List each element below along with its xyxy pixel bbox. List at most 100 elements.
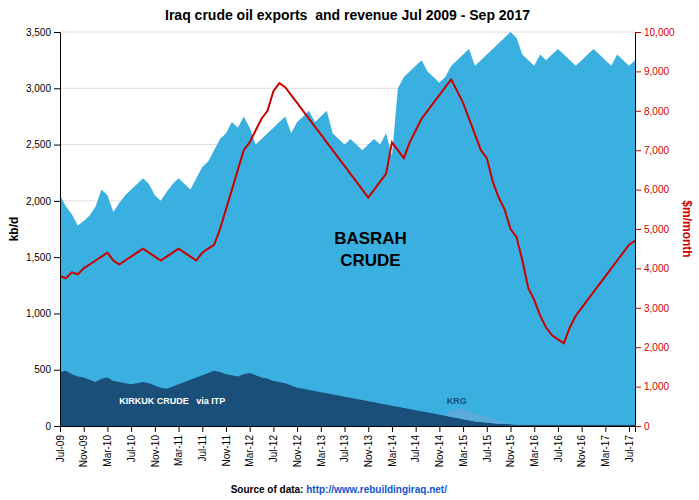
annotation: KRG [447,396,467,406]
tick-mark [321,426,322,432]
tick-label: 4,000 [644,263,669,274]
tick: 500 [34,364,60,375]
tick-label: Jul-14 [410,435,421,463]
tick: Jul-09 [55,426,66,462]
annotation-line: CRUDE [340,251,400,270]
tick-mark [273,426,274,432]
annotation: KIRKUK CRUDE via ITP [119,396,225,406]
tick: Nov-10 [150,426,161,467]
y-axis-title: kb/d [7,217,21,242]
tick-label: Nov-15 [505,435,516,468]
tick-mark [534,426,535,432]
tick-mark [635,111,641,112]
tick-mark [297,426,298,432]
tick: Mar-15 [458,426,469,467]
x-axis: Jul-09 Nov-09 Mar-10 Jul-10 Nov-10 Mar-11 Jul-… [55,426,636,467]
tick-label: 7,000 [644,145,669,156]
tick-label: Nov-09 [78,435,89,468]
tick-mark [635,229,641,230]
tick: 3,000 [26,83,60,94]
tick-mark [54,201,60,202]
tick: Jul-14 [410,426,421,462]
area [60,371,635,425]
source: Source of data: http://www.rebuildingira… [231,484,448,495]
tick-mark [345,426,346,432]
y2-axis-title: $m/month [680,200,694,257]
tick-mark [54,88,60,89]
tick: Jul-10 [126,426,137,462]
grid-line [60,32,635,33]
tick-mark [368,426,369,432]
tick: Jul-11 [197,426,208,462]
tick: 2,000 [635,342,669,353]
tick-mark [558,426,559,432]
tick: Nov-13 [363,426,374,467]
source-url: http://www.rebuildingiraq.net/ [306,484,447,495]
tick: 7,000 [635,145,669,156]
tick-label: Jul-15 [482,435,493,463]
tick-label: 2,500 [26,139,51,150]
tick-label: Jul-11 [197,435,208,462]
tick: 0 [635,421,650,432]
axis-line [636,33,642,427]
tick-label: 500 [34,364,51,375]
area [60,32,635,426]
tick-mark [635,268,641,269]
marks [60,32,635,426]
tick-mark [54,313,60,314]
tick-mark [155,426,156,432]
annotation: BASRAHCRUDE [334,229,407,270]
tick: 9,000 [635,66,669,77]
tick: Mar-13 [316,426,327,467]
tick: 4,000 [635,263,669,274]
tick: Mar-11 [173,426,184,466]
tick-label: 3,000 [644,303,669,314]
tick: 6,000 [635,184,669,195]
tick-mark [511,426,512,432]
tick-label: Mar-11 [173,435,184,466]
tick-mark [439,426,440,432]
tick-label: Mar-16 [529,435,540,467]
tick-label: Jul-17 [624,435,635,463]
tick: 1,000 [26,308,60,319]
tick-mark [635,71,641,72]
tick-label: 3,500 [26,27,51,38]
tick-label: 0 [45,421,51,432]
tick: 3,000 [635,303,669,314]
tick-mark [635,387,641,388]
grid [60,32,635,426]
tick-mark [131,426,132,432]
tick-mark [635,308,641,309]
tick-mark [582,426,583,432]
tick-label: 1,500 [26,252,51,263]
tick-mark [226,426,227,432]
tick: Nov-11 [221,426,232,467]
tick-label: 5,000 [644,224,669,235]
tick: Nov-12 [292,426,303,467]
tick-mark [202,426,203,432]
tick-label: Mar-17 [600,435,611,467]
tick-mark [463,426,464,432]
tick-label: 10,000 [644,27,675,38]
tick: Mar-10 [102,426,113,467]
tick-mark [392,426,393,432]
tick: 3,500 [26,27,60,38]
tick: 1,500 [26,252,60,263]
tick-label: 1,000 [644,381,669,392]
tick-mark [54,32,60,33]
tick-mark [487,426,488,432]
tick-label: 2,000 [644,342,669,353]
tick-label: 3,000 [26,83,51,94]
tick: 2,000 [26,196,60,207]
tick: Mar-12 [244,426,255,467]
tick: Mar-17 [600,426,611,467]
tick-label: Jul-12 [268,435,279,463]
tick-mark [54,426,60,427]
tick: Jul-12 [268,426,279,462]
tick-label: Nov-10 [150,435,161,468]
tick-mark [635,426,641,427]
tick: Jul-13 [339,426,350,462]
tick-mark [416,426,417,432]
tick-label: 9,000 [644,66,669,77]
tick-label: Mar-14 [387,435,398,467]
